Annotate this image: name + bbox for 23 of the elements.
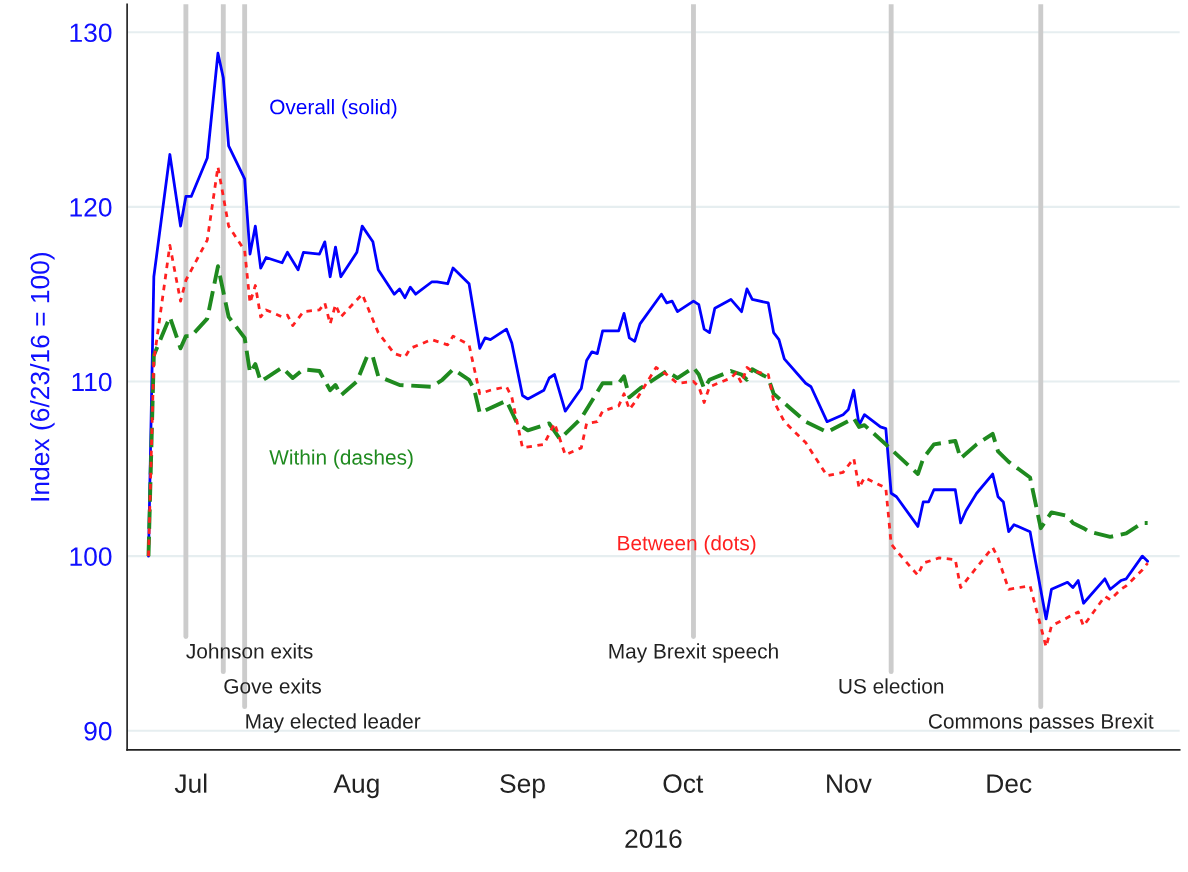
y-tick-label: 110 [72, 372, 112, 392]
line-series [147, 51, 1150, 621]
x-tick-label: Nov [827, 774, 872, 793]
x-tick-label: Dec [987, 774, 1032, 793]
x-tick-label: Sep [500, 774, 545, 799]
text: Within (dashes) [269, 449, 413, 469]
y-axis-title: Index (6/23/16 = 100) [30, 252, 55, 501]
ref-line-label: Johnson exits [186, 643, 313, 659]
text: Overall (solid) [270, 99, 397, 119]
text: Between (dots) [618, 535, 756, 555]
y-tick-label: 120 [70, 198, 112, 217]
x-tick-label: Aug [333, 774, 379, 799]
ref-line-label: Gove exits [224, 678, 321, 694]
y-tick-label: 90 [84, 721, 112, 741]
ref-line-label: Commons passes Brexit [928, 713, 1154, 733]
y-tick-label: 100 [70, 547, 112, 566]
x-axis-title: 2016 [625, 829, 682, 849]
ref-line-label: May Brexit speech [609, 643, 778, 663]
y-tick-label: 130 [70, 23, 112, 43]
x-tick-label: Oct [663, 774, 704, 793]
ref-line-label: US election [839, 678, 944, 694]
ref-line-label: May elected leader [246, 713, 421, 733]
x-tick-label: Jul [174, 773, 207, 793]
